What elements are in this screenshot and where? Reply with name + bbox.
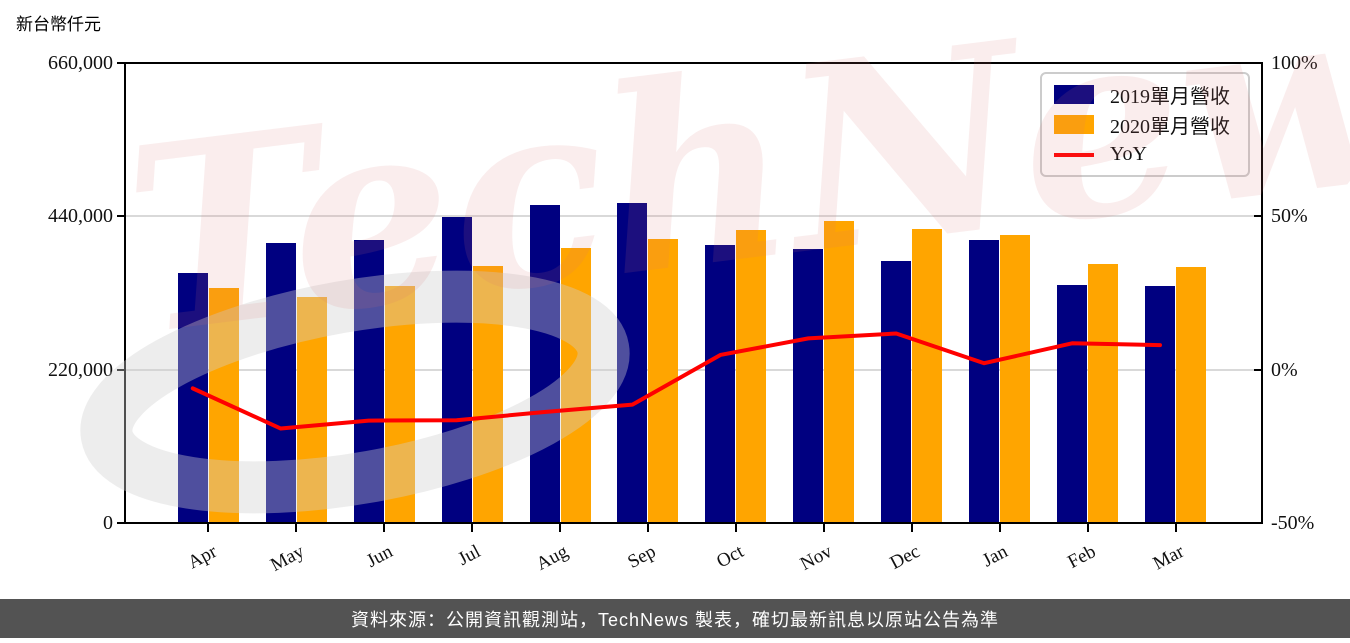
x-tick-label-jan: Jan	[979, 541, 1012, 572]
bar-2019-aug	[529, 205, 560, 522]
legend-item-2020: 2020單月營收	[1054, 111, 1236, 138]
bar-2019-nov	[793, 248, 824, 522]
bar-2020-oct	[736, 230, 767, 522]
bar-2019-may	[265, 243, 296, 522]
x-tick-jul	[471, 524, 474, 532]
legend-label-yoy: YoY	[1110, 143, 1147, 165]
x-tick-label-oct: Oct	[713, 541, 748, 573]
legend-item-2019: 2019單月營收	[1054, 81, 1236, 108]
x-tick-label-mar: Mar	[1149, 541, 1188, 575]
y-right-tick-label-1: 50%	[1271, 205, 1308, 228]
x-tick-label-feb: Feb	[1064, 541, 1100, 573]
legend-line-swatch-yoy	[1054, 152, 1094, 157]
bar-2019-mar	[1145, 285, 1175, 522]
bar-2020-aug	[560, 247, 591, 522]
bar-2020-feb	[1088, 264, 1119, 522]
bar-2020-apr	[208, 287, 239, 522]
x-tick-mar	[1174, 524, 1177, 532]
x-tick-label-nov: Nov	[796, 541, 836, 575]
x-tick-label-may: May	[267, 541, 309, 576]
legend-label-2019: 2019單月營收	[1110, 86, 1230, 108]
x-tick-sep	[646, 524, 649, 532]
x-tick-feb	[1086, 524, 1089, 532]
bar-2020-jun	[384, 285, 415, 522]
footer-source-bar: 資料來源：公開資訊觀測站，TechNews 製表，確切最新訊息以原站公告為準	[0, 599, 1350, 638]
y-left-tick-1	[117, 215, 125, 218]
bar-2020-sep	[648, 238, 679, 522]
y-left-tick-label-0: 660,000	[48, 52, 113, 74]
y-right-tick-2	[1254, 368, 1262, 371]
y-left-tick-label-1: 440,000	[48, 205, 113, 228]
y-right-tick-label-3: -50%	[1271, 512, 1315, 534]
legend-box: 2019單月營收 2020單月營收 YoY	[1040, 72, 1250, 177]
bar-2019-jul	[441, 216, 472, 522]
bar-2020-jul	[472, 266, 503, 522]
y-left-tick-label-3: 0	[103, 512, 113, 534]
axis-unit-title: 新台幣仟元	[16, 15, 101, 34]
x-tick-label-sep: Sep	[624, 541, 660, 573]
x-tick-apr	[207, 524, 210, 532]
x-tick-nov	[822, 524, 825, 532]
legend-swatch-2020	[1054, 115, 1094, 134]
x-tick-label-aug: Aug	[533, 541, 572, 575]
legend-label-2020: 2020單月營收	[1110, 116, 1230, 138]
x-tick-label-dec: Dec	[886, 541, 924, 574]
y-left-tick-2	[117, 368, 125, 371]
x-tick-jun	[383, 524, 386, 532]
footer-source-text: 資料來源：公開資訊觀測站，TechNews 製表，確切最新訊息以原站公告為準	[350, 609, 1000, 630]
bar-2020-nov	[824, 220, 855, 522]
bar-2019-jun	[353, 239, 384, 522]
y-right-tick-label-2: 0%	[1271, 358, 1298, 381]
y-left-tick-label-2: 220,000	[48, 358, 113, 381]
bar-2019-apr	[177, 273, 208, 522]
x-tick-label-jun: Jun	[362, 541, 397, 572]
gridline-440000	[126, 215, 1261, 218]
y-left-tick-3	[117, 522, 125, 524]
bar-2019-jan	[969, 240, 1000, 522]
x-tick-aug	[559, 524, 561, 532]
legend-item-yoy: YoY	[1054, 141, 1236, 168]
bar-2019-feb	[1057, 284, 1088, 522]
bar-2019-oct	[705, 244, 736, 522]
x-tick-oct	[734, 524, 737, 532]
x-tick-dec	[910, 524, 913, 532]
x-tick-may	[295, 524, 298, 532]
x-tick-jan	[998, 524, 1001, 532]
bar-2020-dec	[912, 229, 943, 522]
x-tick-label-jul: Jul	[454, 541, 484, 570]
y-right-tick-0	[1254, 62, 1262, 64]
bar-2020-may	[296, 296, 327, 522]
y-left-tick-0	[117, 62, 125, 64]
x-tick-label-apr: Apr	[184, 541, 221, 574]
legend-swatch-2019	[1054, 85, 1094, 104]
bar-2020-jan	[1000, 234, 1031, 522]
bar-2020-mar	[1176, 267, 1206, 522]
y-right-tick-label-0: 100%	[1271, 52, 1318, 74]
bar-2019-sep	[617, 202, 648, 522]
y-right-tick-1	[1254, 215, 1262, 218]
bar-2019-dec	[881, 261, 912, 522]
y-right-tick-3	[1254, 522, 1262, 524]
